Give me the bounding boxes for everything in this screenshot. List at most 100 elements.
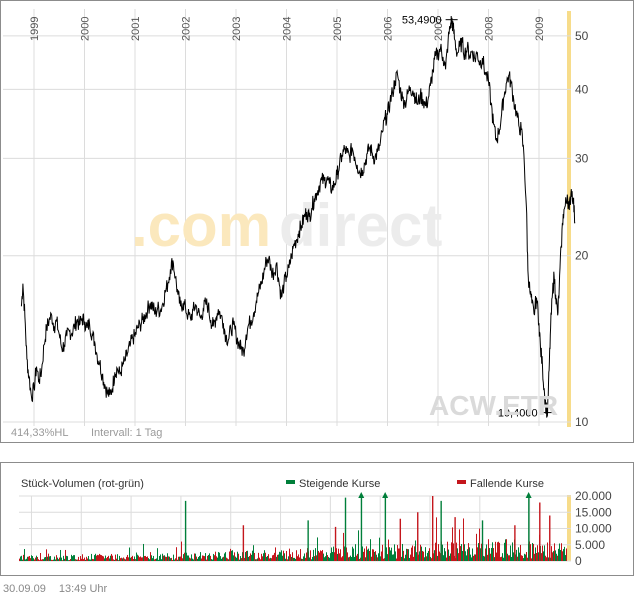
volume-bar [503, 557, 504, 561]
volume-bar [500, 557, 501, 561]
volume-bar [458, 553, 459, 561]
volume-bar [178, 556, 179, 561]
high-value-label: 53,4900 [402, 15, 442, 27]
volume-bar [425, 547, 426, 561]
volume-bar [391, 547, 392, 561]
volume-bar [382, 544, 383, 561]
volume-bar [535, 547, 536, 561]
volume-bar [485, 548, 486, 561]
volume-bar [366, 546, 367, 561]
volume-bar [551, 546, 552, 561]
volume-bar [136, 552, 137, 561]
volume-bar [277, 554, 278, 561]
volume-spike-bar [334, 526, 337, 561]
volume-bar [48, 553, 49, 561]
volume-bar [283, 550, 284, 561]
highlight-bar [567, 11, 571, 427]
volume-bar [106, 558, 107, 561]
volume-bar [265, 552, 266, 561]
volume-bar [234, 552, 235, 561]
volume-bar [296, 550, 297, 561]
volume-bar [35, 557, 36, 561]
volume-bar [471, 557, 472, 561]
volume-bar [531, 558, 532, 561]
volume-bar [105, 555, 106, 561]
volume-bar [208, 554, 209, 561]
interval-label: Intervall: 1 Tag [91, 427, 162, 439]
volume-bar [357, 553, 358, 561]
volume-bar [533, 543, 534, 561]
volume-bar [197, 558, 198, 561]
volume-bar [547, 542, 548, 561]
overflow-arrow-icon [358, 492, 365, 498]
volume-bar [128, 557, 129, 561]
volume-bar [506, 539, 507, 561]
price-chart-panel[interactable]: .com direct 1999 2000 2001 2002 2003 2004 2005… [0, 0, 634, 443]
volume-bar [225, 552, 226, 561]
volume-bar [213, 553, 214, 561]
volume-bar [309, 557, 310, 561]
volume-bar [304, 553, 305, 561]
volume-bar [84, 557, 85, 561]
volume-bar [159, 556, 160, 561]
volume-bar [32, 556, 33, 561]
volume-bar [137, 554, 138, 561]
volume-bar [548, 557, 549, 561]
volume-bar [97, 554, 98, 561]
volume-bar [523, 558, 524, 561]
volume-bar [228, 559, 229, 561]
volume-chart-panel[interactable]: Stück-Volumen (rot-grün) Steigende Kurse… [0, 462, 634, 576]
volume-bar [170, 558, 171, 561]
volume-bar [138, 555, 139, 561]
volume-bar [302, 558, 303, 561]
volume-bar [175, 558, 176, 561]
volume-bar [196, 556, 197, 561]
volume-bar [411, 547, 412, 561]
volume-bar [397, 545, 398, 561]
volume-bar [162, 553, 163, 561]
volume-bar [146, 557, 147, 561]
volume-bar [438, 544, 439, 561]
volume-bar [380, 556, 381, 561]
volume-bar [132, 555, 133, 561]
volume-bar [101, 555, 102, 561]
volume-bar [291, 556, 292, 561]
volume-bar [264, 550, 265, 561]
volume-bar [421, 546, 422, 561]
volume-bar [133, 558, 134, 561]
volume-bar [475, 554, 476, 561]
volume-bar [168, 556, 169, 561]
volume-bar [114, 559, 115, 561]
volume-bar [426, 556, 427, 561]
volume-bar [153, 555, 154, 561]
volume-bar [70, 559, 71, 561]
volume-bar [521, 555, 522, 561]
volume-bar [167, 553, 168, 561]
volume-bar [317, 537, 318, 561]
volume-bar [236, 557, 237, 561]
volume-bar [130, 557, 131, 561]
volume-bar [110, 555, 111, 561]
volume-y-tick-label: 20.000 [575, 489, 612, 503]
volume-bar [303, 556, 304, 561]
volume-bar [272, 555, 273, 561]
comdirect-watermark: .com direct [131, 192, 442, 259]
volume-bar [241, 558, 242, 561]
volume-bar [245, 552, 246, 561]
volume-bar [325, 556, 326, 561]
volume-bar [144, 556, 145, 561]
volume-bar [419, 551, 420, 561]
volume-bar [181, 541, 182, 561]
volume-bar [310, 550, 311, 561]
volume-bar [556, 553, 557, 561]
volume-bar [530, 544, 531, 561]
volume-bar [281, 550, 282, 561]
volume-bar [102, 555, 103, 561]
volume-bar [244, 557, 245, 561]
volume-bar [460, 546, 461, 561]
volume-bar [422, 550, 423, 561]
volume-bar [554, 543, 555, 561]
volume-bar [113, 559, 114, 561]
rising-legend-label: Steigende Kurse [299, 478, 380, 490]
volume-bar [251, 554, 252, 561]
